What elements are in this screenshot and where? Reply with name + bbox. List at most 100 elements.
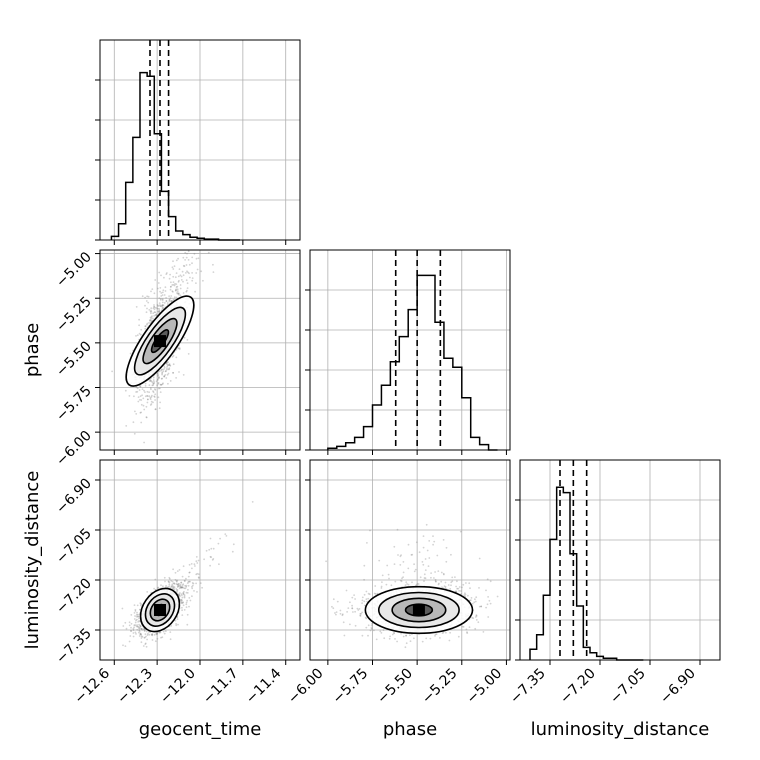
scatter-geocent-time-vs-luminosity-distance-sample-point — [196, 572, 199, 575]
scatter-phase-vs-luminosity-distance-sample-point — [351, 607, 354, 609]
y-axis-label-luminosity-distance: luminosity_distance — [22, 471, 43, 650]
scatter-geocent-time-vs-luminosity-distance-sample-point — [175, 588, 178, 590]
scatter-geocent-time-vs-phase-sample-point — [235, 128, 237, 130]
scatter-geocent-time-vs-luminosity-distance-sample-point — [135, 613, 138, 616]
scatter-geocent-time-vs-luminosity-distance-sample-point — [160, 584, 162, 587]
scatter-geocent-time-vs-phase-sample-point — [145, 311, 148, 314]
scatter-geocent-time-vs-luminosity-distance-sample-point — [186, 599, 189, 602]
scatter-geocent-time-vs-luminosity-distance-sample-point — [201, 586, 203, 589]
scatter-geocent-time-vs-luminosity-distance-sample-point — [139, 633, 142, 636]
scatter-geocent-time-vs-luminosity-distance-sample-point — [136, 613, 139, 616]
scatter-geocent-time-vs-luminosity-distance-sample-point — [143, 630, 146, 632]
scatter-geocent-time-vs-phase-sample-point — [154, 389, 157, 391]
scatter-geocent-time-vs-luminosity-distance-ytick-label-0: −7.35 — [53, 626, 95, 668]
scatter-phase-vs-luminosity-distance-sample-point — [404, 646, 407, 649]
scatter-phase-vs-luminosity-distance-sample-point — [405, 634, 407, 637]
scatter-phase-vs-luminosity-distance-sample-point — [400, 632, 402, 635]
scatter-phase-vs-luminosity-distance-sample-point — [422, 563, 425, 566]
scatter-geocent-time-vs-luminosity-distance-sample-point — [175, 580, 178, 583]
scatter-geocent-time-vs-phase-sample-point — [157, 310, 160, 313]
scatter-phase-vs-luminosity-distance-sample-point — [475, 614, 478, 617]
scatter-geocent-time-vs-luminosity-distance-sample-point — [224, 533, 227, 535]
scatter-geocent-time-vs-phase-sample-point — [159, 401, 161, 404]
scatter-geocent-time-vs-phase-sample-point — [163, 375, 166, 378]
scatter-geocent-time-vs-phase-sample-point — [161, 371, 164, 374]
scatter-geocent-time-vs-luminosity-distance-sample-point — [185, 601, 188, 604]
scatter-geocent-time-vs-phase-ytick-label-1: −5.75 — [53, 383, 95, 425]
scatter-phase-vs-luminosity-distance-sample-point — [445, 546, 448, 549]
scatter-geocent-time-vs-phase-sample-point — [161, 301, 164, 304]
scatter-geocent-time-vs-luminosity-distance-sample-point — [176, 586, 179, 588]
scatter-geocent-time-vs-phase-sample-point — [154, 408, 157, 411]
scatter-geocent-time-vs-luminosity-distance-sample-point — [121, 607, 124, 610]
scatter-geocent-time-vs-luminosity-distance-sample-point — [191, 587, 194, 590]
scatter-geocent-time-vs-luminosity-distance-sample-point — [128, 624, 131, 627]
scatter-geocent-time-vs-luminosity-distance-sample-point — [181, 606, 183, 609]
scatter-geocent-time-vs-phase-sample-point — [161, 306, 164, 308]
scatter-geocent-time-vs-phase-sample-point — [133, 395, 135, 398]
scatter-geocent-time-vs-phase-sample-point — [155, 313, 158, 316]
scatter-geocent-time-vs-phase-sample-point — [140, 411, 142, 414]
scatter-geocent-time-vs-luminosity-distance-sample-point — [130, 630, 133, 632]
scatter-geocent-time-vs-luminosity-distance-sample-point — [180, 586, 183, 589]
scatter-phase-vs-luminosity-distance-sample-point — [341, 614, 344, 617]
scatter-geocent-time-vs-phase-sample-point — [189, 276, 191, 279]
scatter-geocent-time-vs-phase-sample-point — [203, 214, 205, 216]
hist-luminosity-distance-xtick-label-3: −6.90 — [657, 666, 699, 708]
scatter-geocent-time-vs-phase-sample-point — [152, 376, 155, 379]
scatter-phase-vs-luminosity-distance-contour-2 — [377, 591, 460, 629]
scatter-geocent-time-vs-phase-sample-point — [153, 304, 155, 306]
scatter-phase-vs-luminosity-distance-sample-point — [454, 576, 456, 578]
scatter-geocent-time-vs-phase-sample-point — [170, 300, 172, 303]
scatter-geocent-time-vs-luminosity-distance-sample-point — [151, 639, 154, 641]
scatter-geocent-time-vs-luminosity-distance-sample-point — [180, 586, 182, 588]
scatter-geocent-time-vs-luminosity-distance-sample-point — [134, 624, 137, 627]
scatter-phase-vs-luminosity-distance-sample-point — [415, 584, 418, 586]
scatter-phase-vs-luminosity-distance-sample-point — [442, 572, 445, 575]
scatter-geocent-time-vs-phase-sample-point — [135, 306, 138, 308]
scatter-geocent-time-vs-phase-sample-point — [166, 302, 169, 304]
scatter-phase-vs-luminosity-distance-sample-point — [465, 582, 467, 584]
scatter-geocent-time-vs-luminosity-distance-sample-point — [176, 583, 179, 586]
scatter-geocent-time-vs-luminosity-distance-sample-point — [133, 604, 136, 606]
scatter-geocent-time-vs-phase-sample-point — [162, 289, 165, 292]
scatter-phase-vs-luminosity-distance-sample-point — [447, 584, 450, 586]
scatter-geocent-time-vs-phase-sample-point — [176, 288, 179, 291]
scatter-geocent-time-vs-phase-sample-point — [151, 288, 154, 290]
scatter-geocent-time-vs-luminosity-distance-sample-point — [212, 558, 215, 560]
scatter-geocent-time-vs-luminosity-distance-sample-point — [188, 597, 191, 599]
scatter-geocent-time-vs-phase-sample-point — [173, 298, 176, 301]
scatter-geocent-time-vs-phase-sample-point — [139, 395, 142, 398]
scatter-geocent-time-vs-phase-sample-point — [212, 263, 214, 266]
scatter-geocent-time-vs-phase-sample-point — [156, 304, 159, 306]
scatter-geocent-time-vs-luminosity-distance-sample-point — [132, 627, 135, 630]
scatter-geocent-time-vs-luminosity-distance-sample-point — [174, 571, 177, 574]
scatter-phase-vs-luminosity-distance-sample-point — [461, 625, 464, 628]
scatter-geocent-time-vs-luminosity-distance-sample-point — [146, 634, 149, 636]
scatter-geocent-time-vs-luminosity-distance-sample-point — [133, 618, 136, 620]
scatter-geocent-time-vs-luminosity-distance-sample-point — [151, 633, 153, 636]
scatter-geocent-time-vs-luminosity-distance-sample-point — [188, 571, 191, 574]
scatter-geocent-time-vs-phase-sample-point — [164, 290, 167, 292]
scatter-geocent-time-vs-phase-sample-point — [182, 256, 185, 259]
scatter-geocent-time-vs-luminosity-distance-sample-point — [176, 589, 178, 591]
scatter-geocent-time-vs-luminosity-distance-sample-point — [176, 570, 179, 572]
scatter-geocent-time-vs-luminosity-distance-sample-point — [179, 584, 182, 587]
scatter-geocent-time-vs-phase-sample-point — [183, 265, 186, 268]
scatter-geocent-time-vs-phase-sample-point — [161, 299, 164, 301]
scatter-geocent-time-vs-luminosity-distance-sample-point — [144, 643, 147, 645]
scatter-geocent-time-vs-phase-sample-point — [192, 245, 194, 247]
scatter-geocent-time-vs-phase-sample-point — [157, 381, 160, 384]
scatter-geocent-time-vs-phase-sample-point — [156, 384, 159, 387]
scatter-geocent-time-vs-phase-sample-point — [168, 295, 170, 297]
scatter-geocent-time-vs-phase-sample-point — [128, 395, 131, 397]
scatter-geocent-time-vs-luminosity-distance-sample-point — [191, 567, 193, 570]
scatter-geocent-time-vs-luminosity-distance-sample-point — [175, 623, 177, 625]
scatter-phase-vs-luminosity-distance-sample-point — [351, 604, 353, 607]
scatter-phase-vs-luminosity-distance-sample-point — [365, 598, 368, 601]
scatter-geocent-time-vs-phase-plot-area — [111, 128, 237, 444]
scatter-geocent-time-vs-luminosity-distance-sample-point — [157, 586, 160, 589]
scatter-geocent-time-vs-phase-sample-point — [208, 243, 210, 245]
scatter-geocent-time-vs-luminosity-distance-sample-point — [133, 626, 135, 629]
scatter-geocent-time-vs-phase-sample-point — [151, 384, 154, 387]
